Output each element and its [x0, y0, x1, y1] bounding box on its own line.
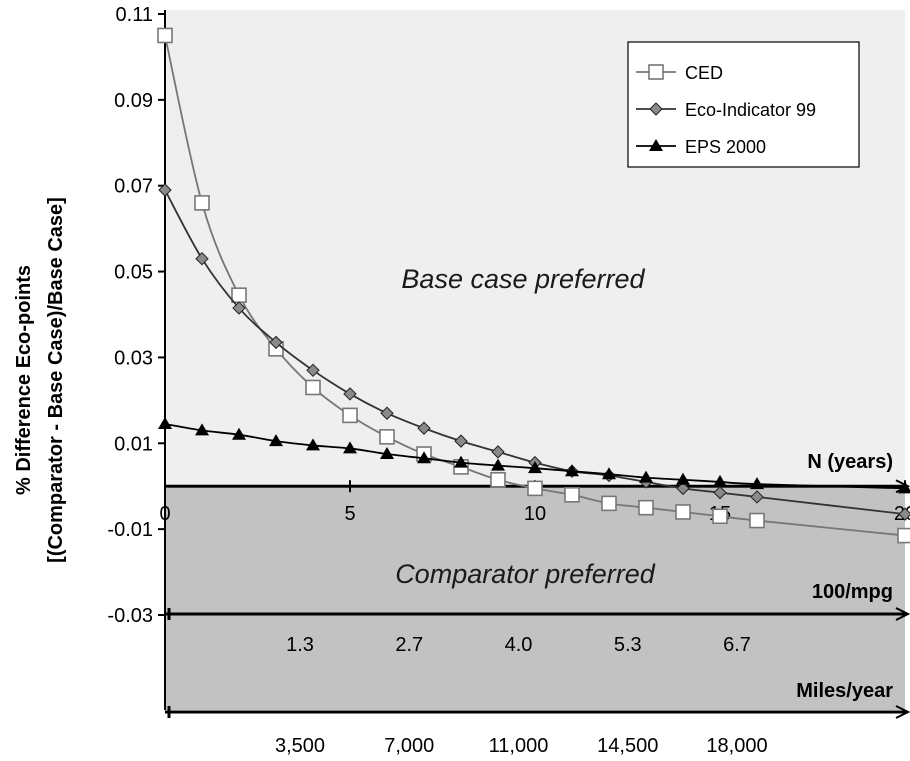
point-eco-indicator [306, 363, 320, 378]
series-layer [157, 27, 910, 544]
region-label-comparator: Comparator preferred [395, 559, 656, 589]
y-tick-label: 0.01 [114, 433, 153, 455]
point-ced [342, 407, 358, 424]
series-square [157, 27, 910, 544]
point-eco-indicator [417, 421, 431, 435]
point-eps [750, 477, 764, 490]
x-tick-label: 7,000 [384, 735, 434, 757]
series-triangle [158, 416, 910, 494]
point-eps [491, 458, 505, 471]
point-eps [380, 447, 394, 460]
series-line [164, 35, 906, 537]
point-eps [713, 474, 727, 487]
point-eco-indicator [195, 251, 209, 266]
point-eps [898, 481, 910, 494]
legend-label: CED [685, 63, 723, 83]
point-eps [454, 455, 468, 468]
x-tick-label: 5 [344, 503, 355, 525]
point-eco-indicator [898, 507, 910, 521]
x-tick-label: 4.0 [505, 634, 533, 656]
point-ced [490, 471, 506, 488]
y-axis-title-line2: [(Comparator - Base Case)/Base Case] [45, 197, 67, 563]
point-ced [897, 527, 910, 544]
point-ced [564, 486, 580, 503]
x-tick-label: 18,000 [706, 735, 767, 757]
point-eps [158, 416, 172, 429]
point-ced [379, 429, 395, 445]
point-eco-indicator [713, 485, 727, 500]
point-eps [269, 434, 283, 447]
point-eps [676, 472, 690, 485]
x-axis-label: Miles/year [796, 680, 893, 702]
point-eps [417, 451, 431, 464]
y-tick-label: 0.07 [114, 176, 153, 198]
point-ced [601, 495, 617, 512]
point-eps [649, 139, 663, 151]
x-tick-label: 14,500 [597, 735, 658, 757]
point-ced [157, 27, 173, 44]
y-tick-label: 0.05 [114, 262, 153, 284]
x-tick-label: 3,500 [275, 735, 325, 757]
point-eps [195, 423, 209, 436]
point-ced [712, 508, 728, 525]
x-tick-label: 0 [159, 503, 170, 525]
point-eco-indicator [380, 406, 394, 420]
point-eco-indicator [232, 301, 246, 315]
point-eco-indicator [343, 387, 357, 401]
axis-arrow-icon [895, 607, 910, 621]
legend-label: Eco-Indicator 99 [685, 100, 816, 120]
x-tick-label: 2.7 [395, 634, 423, 656]
point-eco-indicator [750, 490, 764, 504]
point-eps [306, 438, 320, 451]
point-eps [232, 427, 246, 440]
point-eco-indicator [158, 183, 172, 197]
point-ced [194, 195, 210, 211]
x-axes: N (years)05101520100/mpg1.32.74.05.36.7M… [159, 451, 910, 757]
axis-arrow-icon [895, 705, 910, 719]
point-eco-indicator [649, 102, 663, 116]
legend-label: EPS 2000 [685, 137, 766, 157]
y-tick-label: 0.03 [114, 347, 153, 369]
point-eps [639, 470, 653, 483]
y-tick-label: 0.11 [116, 4, 153, 26]
point-ced [749, 512, 765, 529]
legend: CED Eco-Indicator 99 EPS 2000 [627, 41, 860, 168]
point-eco-indicator [454, 434, 468, 448]
y-tick-label: 0.09 [114, 90, 153, 112]
x-tick-label: 10 [524, 503, 546, 525]
point-eps [343, 441, 357, 454]
x-axis-label: N (years) [807, 451, 893, 473]
x-tick-label: 11,000 [489, 735, 549, 757]
y-axis-title-line1: % Difference Eco-points [13, 265, 35, 495]
series-diamond [158, 183, 910, 521]
point-ced [231, 287, 247, 303]
point-eco-indicator [269, 335, 283, 350]
point-eps [602, 467, 616, 480]
y-axis: 0.11 0.09 0.07 0.05 0.03 0.01 -0.01 -0.03 [107, 4, 166, 710]
y-tick-label: -0.03 [107, 605, 153, 627]
x-tick-label: 5.3 [614, 634, 642, 656]
x-tick-label: 6.7 [723, 634, 751, 656]
point-ced [648, 64, 664, 80]
x-tick-label: 1.3 [286, 634, 314, 656]
y-tick-label: -0.01 [107, 519, 153, 541]
point-eps [528, 461, 542, 474]
x-axis-label: 100/mpg [812, 581, 893, 603]
point-eco-indicator [676, 481, 690, 496]
point-ced [638, 499, 654, 516]
region-comparator-background [165, 488, 905, 710]
point-eco-indicator [491, 445, 505, 459]
point-eps [565, 464, 579, 477]
region-label-base-case: Base case preferred [401, 264, 645, 294]
point-ced [527, 480, 543, 497]
point-ced [675, 504, 691, 520]
point-ced [305, 379, 321, 396]
